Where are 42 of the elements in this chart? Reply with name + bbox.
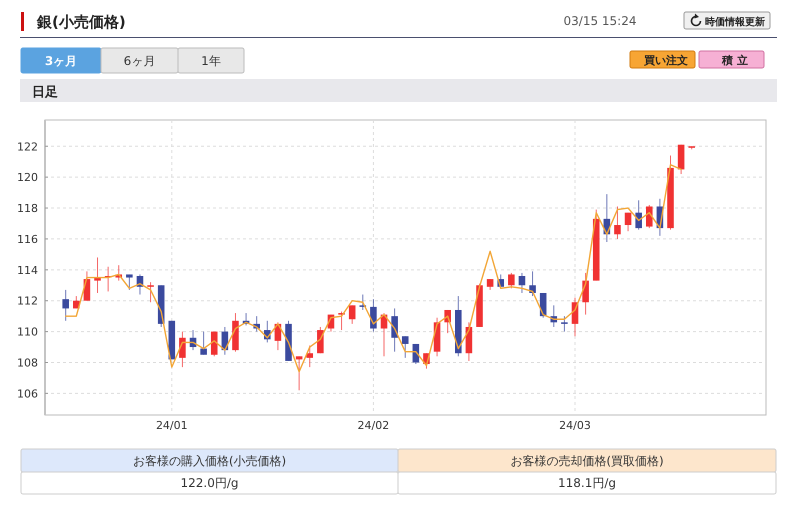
candlestick (561, 316, 568, 332)
text: お客様の売却価格(買取価格) (510, 454, 664, 468)
candlestick (402, 336, 409, 358)
x-tick-label: 24/03 (559, 419, 591, 432)
chart-subtitle: 日足 (32, 85, 58, 100)
y-tick-label: 120 (17, 171, 38, 184)
candlestick (73, 296, 80, 309)
candlestick (147, 282, 154, 303)
y-tick-label: 116 (17, 232, 38, 246)
text: 6ヶ月 (124, 54, 156, 68)
text: 買い注文 (643, 54, 688, 67)
candlestick (126, 274, 133, 290)
text: 1年 (201, 54, 221, 68)
candlestick (296, 356, 302, 391)
text: 時価情報更新 (705, 16, 765, 28)
text: 118.1円/g (558, 476, 616, 490)
candlestick (614, 206, 621, 240)
text: 3ヶ月 (44, 54, 78, 68)
candlestick (486, 278, 494, 290)
x-tick-label: 24/01 (156, 419, 188, 432)
candlestick (306, 344, 314, 368)
text: 122.0円/g (180, 476, 239, 490)
x-tick-label: 24/02 (358, 419, 390, 432)
chart-title: 銀(小売価格) (36, 13, 126, 31)
candlestick (348, 304, 356, 324)
text: お客様の購入価格(小売価格) (132, 454, 286, 468)
candlestick (572, 297, 578, 337)
candlestick (380, 312, 388, 357)
y-tick-label: 108 (17, 356, 38, 370)
y-tick-label: 122 (17, 140, 38, 154)
y-tick-label: 112 (17, 294, 38, 308)
candlestick (62, 289, 69, 322)
text: 03/15 15:24 (564, 14, 636, 28)
y-tick-label: 106 (17, 387, 38, 400)
candlestick (624, 212, 632, 232)
candlestick (200, 331, 207, 356)
candlestick (508, 272, 515, 289)
y-tick-label: 118 (17, 202, 38, 216)
y-tick-label: 114 (17, 264, 38, 277)
candlestick (518, 272, 526, 294)
text: 積 立 (721, 54, 748, 67)
y-tick-label: 110 (17, 326, 38, 339)
